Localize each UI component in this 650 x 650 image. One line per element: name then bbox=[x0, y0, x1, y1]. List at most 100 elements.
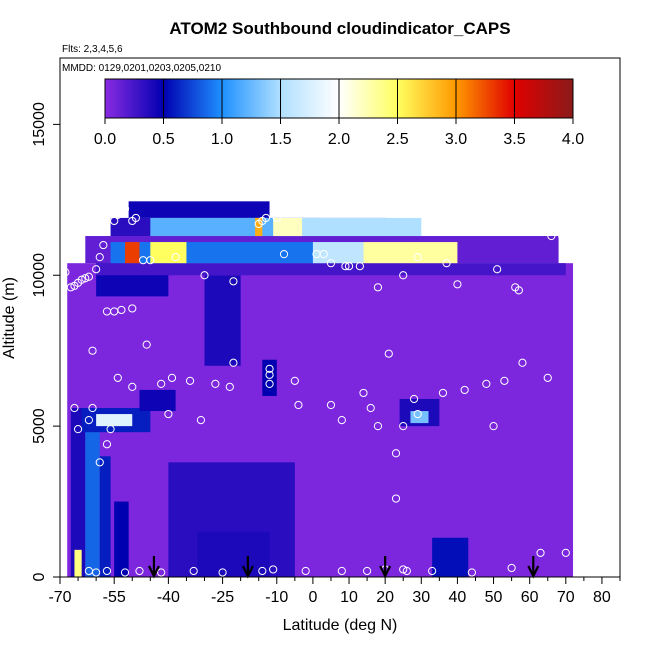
sample-point bbox=[294, 400, 303, 410]
sample-point bbox=[84, 272, 94, 281]
sample-point bbox=[373, 283, 383, 292]
sample-point bbox=[196, 415, 206, 425]
arrow-head bbox=[241, 565, 254, 579]
sample-point bbox=[95, 253, 104, 262]
sample-point bbox=[547, 231, 556, 241]
colorbar-tick-label: 1.5 bbox=[269, 131, 291, 148]
y-tick-label: 5000 bbox=[31, 408, 48, 444]
sample-point bbox=[337, 415, 346, 425]
colorbar-tick-label: 0.0 bbox=[94, 131, 116, 148]
sample-point bbox=[106, 425, 115, 434]
sample-point bbox=[384, 349, 393, 358]
sample-point bbox=[413, 253, 422, 262]
plot-frame bbox=[59, 57, 621, 578]
sample-point bbox=[355, 262, 364, 271]
sample-point bbox=[135, 566, 144, 576]
sample-point bbox=[326, 400, 336, 410]
sample-points-layer bbox=[61, 204, 570, 577]
colorbar-tick-label: 2.0 bbox=[328, 131, 350, 148]
sample-point bbox=[102, 440, 112, 449]
x-tick-label: -10 bbox=[265, 589, 288, 606]
heatmap-cell bbox=[363, 242, 458, 264]
sample-point bbox=[229, 277, 238, 286]
sample-point bbox=[518, 358, 527, 367]
x-tick-label: 40 bbox=[449, 589, 467, 606]
sample-point bbox=[409, 394, 419, 404]
sample-point bbox=[399, 565, 408, 574]
sample-point bbox=[261, 213, 271, 223]
heatmap-cell bbox=[99, 456, 111, 577]
sample-point bbox=[536, 548, 545, 557]
heatmap-cell bbox=[85, 426, 100, 577]
sample-point bbox=[66, 283, 75, 292]
y-axis: 0 5000 10000 15000 bbox=[31, 102, 60, 581]
sample-point bbox=[467, 568, 476, 577]
sample-point bbox=[88, 346, 97, 355]
sample-point bbox=[146, 256, 155, 265]
x-tick-label: 20 bbox=[376, 589, 394, 606]
sample-point bbox=[319, 250, 328, 259]
dates-note: MMDD: 0129,0201,0203,0205,0210 bbox=[62, 63, 221, 74]
sample-point bbox=[99, 240, 108, 250]
sample-point bbox=[507, 563, 516, 573]
sample-point bbox=[373, 422, 383, 431]
arrow-markers-layer bbox=[147, 556, 540, 579]
sample-point bbox=[399, 271, 408, 280]
sample-point bbox=[493, 265, 502, 274]
heatmap-layer bbox=[67, 201, 574, 577]
sample-point bbox=[359, 388, 368, 398]
colorbar-ticks: 0.0 0.5 1.0 1.5 2.0 2.5 3.0 3.5 4.0 bbox=[94, 79, 584, 148]
sample-point bbox=[84, 415, 94, 425]
arrow-head bbox=[379, 565, 392, 579]
sample-point bbox=[142, 340, 151, 349]
heatmap-cell bbox=[197, 531, 270, 577]
sample-point bbox=[167, 373, 177, 382]
y-tick-label: 15000 bbox=[31, 102, 48, 147]
sample-point bbox=[279, 250, 289, 259]
sample-point bbox=[413, 409, 422, 419]
sample-point bbox=[489, 422, 498, 431]
heatmap-cell bbox=[125, 242, 140, 264]
sample-point bbox=[70, 403, 79, 413]
sample-point bbox=[218, 568, 227, 577]
sample-point bbox=[269, 565, 278, 574]
colorbar-tick-label: 4.0 bbox=[562, 131, 584, 148]
x-tick-label: -70 bbox=[48, 589, 71, 606]
sample-point bbox=[482, 379, 491, 388]
sample-point bbox=[391, 449, 401, 458]
sample-point bbox=[113, 373, 122, 382]
sample-point bbox=[258, 566, 267, 576]
sample-point bbox=[362, 566, 372, 576]
x-axis-label: Latitude (deg N) bbox=[283, 617, 398, 634]
sample-point bbox=[88, 403, 97, 413]
sample-point bbox=[171, 253, 180, 262]
sample-point bbox=[102, 566, 112, 576]
heatmap-cell bbox=[96, 263, 566, 276]
sample-point bbox=[344, 262, 354, 271]
sample-point bbox=[200, 271, 209, 280]
arrow-head bbox=[147, 565, 160, 579]
heatmap-cell bbox=[273, 217, 303, 237]
sample-point bbox=[460, 385, 469, 395]
sample-point bbox=[402, 566, 411, 576]
sample-point bbox=[229, 358, 238, 367]
heatmap-cell bbox=[204, 275, 241, 366]
x-tick-label: 0 bbox=[308, 589, 317, 606]
x-tick-label: 80 bbox=[593, 589, 611, 606]
x-tick-label: -40 bbox=[157, 589, 180, 606]
sample-point bbox=[272, 213, 281, 223]
x-tick-label: -55 bbox=[103, 589, 126, 606]
colorbar-tick-label: 0.5 bbox=[152, 131, 174, 148]
sample-point bbox=[120, 568, 130, 577]
x-tick-label: 60 bbox=[521, 589, 539, 606]
sample-point bbox=[265, 370, 274, 379]
sample-point bbox=[301, 566, 310, 576]
sample-point bbox=[366, 403, 375, 413]
sample-point bbox=[61, 268, 70, 277]
sample-point bbox=[73, 425, 83, 434]
sample-point bbox=[81, 274, 90, 283]
sample-point bbox=[337, 566, 346, 576]
colorbar-tick-label: 1.0 bbox=[211, 131, 233, 148]
chart-title: ATOM2 Southbound cloudindicator_CAPS bbox=[169, 19, 510, 38]
sample-point bbox=[558, 231, 567, 241]
